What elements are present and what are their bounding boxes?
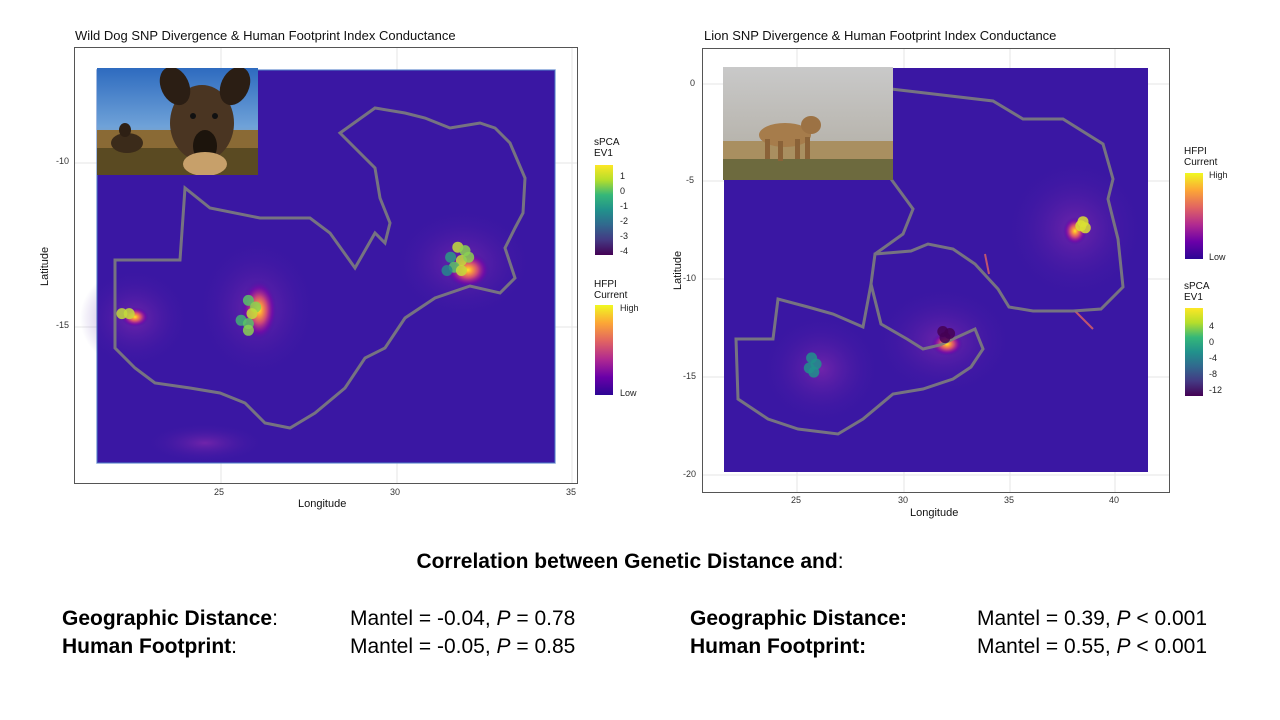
lion-spca-tick: -12 xyxy=(1209,385,1223,395)
lion-y-tick: -10 xyxy=(683,273,697,283)
lion-x-tick: 40 xyxy=(1109,495,1120,505)
lion-spca-tick: 4 xyxy=(1209,321,1215,331)
lion-hfpi-tick: High xyxy=(1209,170,1228,180)
sample-point xyxy=(246,308,258,320)
wild-dog-spca-tick: -2 xyxy=(620,216,629,226)
lion-x-tick: 30 xyxy=(898,495,909,505)
wild-dog-x-axis-title: Longitude xyxy=(298,498,347,510)
wild-dog-hfpi-legend-title: HFPI Current xyxy=(594,279,628,301)
lion-geo-label: Geographic Distance: xyxy=(690,607,908,630)
lion-photo xyxy=(723,67,893,180)
lion-hfpi-tick: Low xyxy=(1209,252,1226,262)
lion-hf-label: Human Footprint: xyxy=(690,635,867,658)
wild-dog-y-axis-title: Latitude xyxy=(39,246,51,286)
sample-point xyxy=(808,366,820,378)
wild-dog-spca-tick: -4 xyxy=(620,246,629,256)
lion-spca-tick: -8 xyxy=(1209,369,1218,379)
wild-dog-spca-legend-title: sPCA EV1 xyxy=(594,137,620,159)
sample-point xyxy=(939,332,951,344)
wild-dog-plot-panel xyxy=(74,47,578,484)
wild-dog-spca-tick: -1 xyxy=(620,201,629,211)
sample-point xyxy=(463,251,475,263)
wild-dog-y-tick: -10 xyxy=(56,156,70,166)
wild-dog-points xyxy=(116,241,475,336)
lion-x-tick: 35 xyxy=(1004,495,1015,505)
wild-dog-hfpi-colorbar xyxy=(595,305,613,395)
lion-spca-tick: -4 xyxy=(1209,353,1218,363)
wild-dog-spca-tick: 1 xyxy=(620,171,626,181)
sample-point xyxy=(242,294,254,306)
correlation-heading: Correlation between Genetic Distance and… xyxy=(416,550,844,573)
lion-x-tick: 25 xyxy=(791,495,802,505)
wild-dog-x-tick: 25 xyxy=(214,487,225,497)
lion-plot-panel xyxy=(702,48,1170,493)
lion-spca-legend-title: sPCA EV1 xyxy=(1184,281,1210,303)
wild-dog-chart-title: Wild Dog SNP Divergence & Human Footprin… xyxy=(75,28,456,43)
wild-dog-hf-label: Human Footprint: xyxy=(62,635,237,658)
wild-dog-country-borders xyxy=(113,106,527,430)
wild-dog-geo-label: Geographic Distance: xyxy=(62,607,278,630)
lion-spca-colorbar xyxy=(1185,308,1203,396)
wild-dog-hfpi-tick: High xyxy=(620,303,639,313)
lion-hfpi-colorbar xyxy=(1185,173,1203,259)
wild-dog-geo-stat: Mantel = -0.04, P = 0.78 xyxy=(350,607,576,630)
sample-point xyxy=(123,308,135,320)
sample-point xyxy=(445,251,457,263)
sample-point xyxy=(1075,220,1087,232)
wild-dog-spca-tick: -3 xyxy=(620,231,629,241)
lion-spca-tick: 0 xyxy=(1209,337,1215,347)
lion-y-tick: 0 xyxy=(690,78,696,88)
sample-point xyxy=(242,324,254,336)
lion-hfpi-legend-title: HFPI Current xyxy=(1184,146,1218,168)
lion-geo-stat: Mantel = 0.39, P < 0.001 xyxy=(977,607,1208,630)
lion-hf-stat: Mantel = 0.55, P < 0.001 xyxy=(977,635,1208,658)
lion-x-axis-title: Longitude xyxy=(910,507,959,519)
wild-dog-hf-stat: Mantel = -0.05, P = 0.85 xyxy=(350,635,576,658)
lion-y-tick: -5 xyxy=(686,175,695,185)
wild-dog-spca-tick: 0 xyxy=(620,186,626,196)
wild-dog-hfpi-tick: Low xyxy=(620,388,637,398)
lion-y-axis-title: Latitude xyxy=(672,250,684,290)
lion-chart-title: Lion SNP Divergence & Human Footprint In… xyxy=(704,28,1057,43)
sample-point xyxy=(441,265,453,276)
lion-y-tick: -20 xyxy=(683,469,697,479)
lion-y-tick: -15 xyxy=(683,371,697,381)
lion-points xyxy=(803,216,1091,378)
wild-dog-photo xyxy=(97,68,258,175)
sample-point xyxy=(455,265,467,276)
wild-dog-y-tick: -15 xyxy=(56,320,70,330)
wild-dog-spca-colorbar xyxy=(595,165,613,255)
wild-dog-x-tick: 30 xyxy=(390,487,401,497)
wild-dog-x-tick: 35 xyxy=(566,487,577,497)
